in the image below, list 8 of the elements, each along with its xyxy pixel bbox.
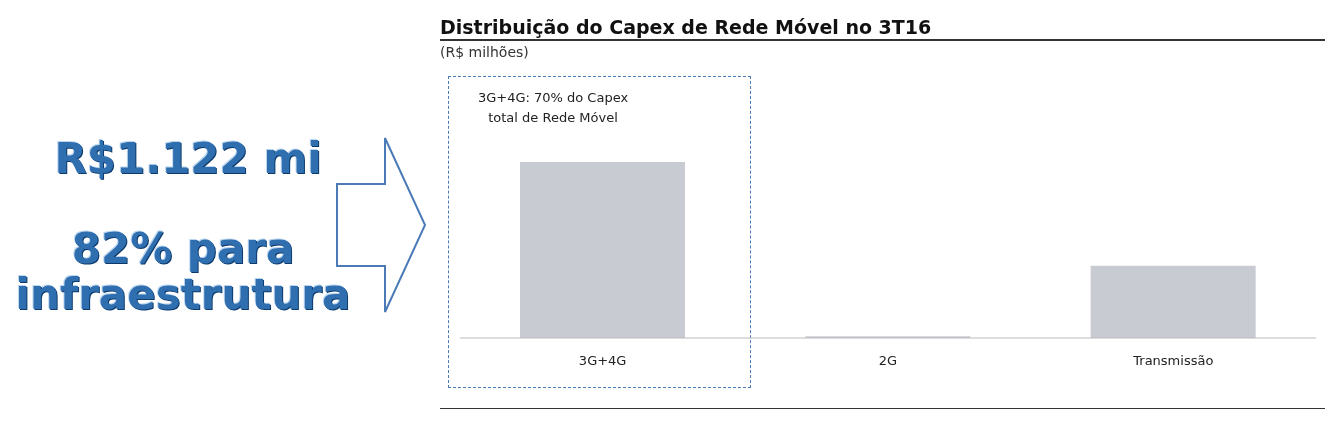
text: 82% para infraestrutura — [14, 224, 352, 319]
x-tick-label: 2G — [878, 353, 898, 369]
text: R$1.122 mi — [53, 134, 323, 183]
x-tick-label: 3G+4G — [578, 353, 627, 369]
chart-subtitle: (R$ milhões) — [440, 44, 529, 60]
chart-title: Distribuição do Capex de Rede Móvel no 3T16 — [440, 16, 932, 38]
x-tick-label: Transmissão — [1132, 353, 1214, 369]
text: 3G+4G: 70% do Capex total de Rede Móvel — [476, 89, 630, 127]
